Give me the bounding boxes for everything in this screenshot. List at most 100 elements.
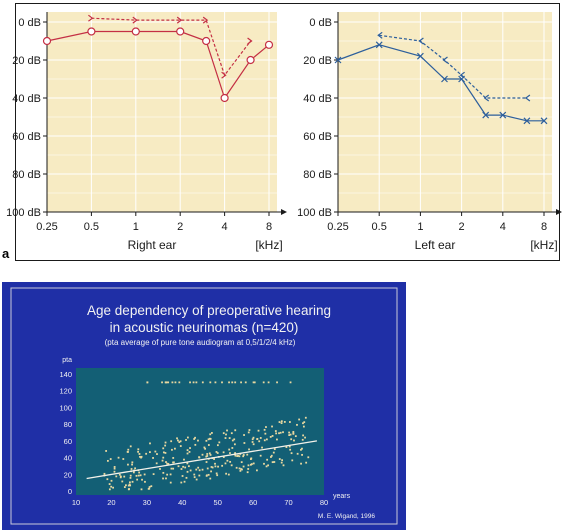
data-point	[164, 444, 167, 447]
data-point	[119, 476, 122, 479]
data-point-circle	[42, 36, 52, 46]
data-point-circle	[202, 36, 211, 46]
data-point	[215, 451, 218, 453]
x-axis-arrow-right	[281, 209, 287, 215]
data-point	[167, 462, 170, 465]
data-point	[206, 453, 209, 455]
data-point	[252, 462, 255, 465]
data-point-cross	[441, 75, 448, 83]
data-point	[204, 447, 207, 450]
data-point-cross	[499, 111, 507, 119]
data-point	[248, 429, 251, 431]
data-point	[137, 450, 139, 453]
data-point	[110, 485, 113, 488]
data-point	[288, 445, 291, 448]
data-point	[275, 432, 278, 435]
data-point	[252, 381, 255, 384]
data-point	[171, 448, 173, 451]
data-point	[206, 455, 209, 457]
data-point	[240, 381, 242, 384]
data-point	[187, 465, 190, 468]
data-point	[303, 421, 306, 424]
data-point	[108, 483, 111, 485]
data-point	[130, 468, 133, 470]
y-tick-label: 40 dB	[12, 93, 41, 105]
data-point	[179, 445, 182, 447]
data-point	[288, 421, 291, 423]
data-point	[296, 452, 299, 455]
y-tick-label: 20 dB	[303, 55, 332, 67]
x-tick-label: 50	[214, 498, 222, 507]
data-point	[246, 471, 249, 474]
data-point	[261, 446, 263, 449]
data-point	[304, 416, 307, 419]
data-point	[209, 477, 212, 480]
data-point	[289, 448, 292, 451]
data-point	[182, 465, 185, 468]
data-point	[289, 381, 292, 384]
data-point-bracket	[524, 94, 531, 102]
data-point	[293, 439, 295, 442]
data-point	[161, 381, 163, 384]
y-tick-label: 40 dB	[303, 93, 332, 105]
data-point	[193, 438, 196, 440]
y-tick-label: 20	[64, 470, 72, 479]
data-point	[108, 488, 111, 491]
x-tick-label: 4	[500, 221, 506, 233]
data-point	[228, 448, 231, 451]
data-point	[302, 422, 304, 425]
data-point-circle	[220, 93, 229, 103]
data-point	[307, 456, 310, 459]
data-point	[109, 458, 112, 460]
x-tick-label: 70	[284, 498, 292, 507]
data-point	[209, 454, 212, 456]
data-point	[131, 463, 133, 466]
data-point	[189, 447, 191, 449]
data-point	[137, 474, 140, 477]
data-point	[171, 381, 174, 384]
data-point	[301, 453, 303, 456]
data-point-circle	[87, 27, 96, 36]
data-point	[172, 461, 174, 464]
data-point	[211, 466, 214, 469]
data-point	[221, 464, 224, 467]
data-point	[162, 447, 165, 450]
data-point	[300, 462, 302, 465]
data-point	[159, 468, 161, 470]
data-point	[121, 480, 124, 483]
x-tick-label: 2	[459, 221, 465, 233]
data-point	[258, 440, 261, 443]
plot-area-right	[47, 12, 277, 212]
data-point	[243, 442, 246, 444]
slide-border	[10, 287, 398, 525]
data-point	[154, 450, 157, 453]
data-point-cross	[482, 111, 490, 119]
data-point	[129, 484, 132, 487]
data-point	[238, 467, 241, 470]
data-point	[186, 436, 189, 439]
data-point	[271, 461, 274, 464]
data-point	[150, 485, 153, 488]
data-point	[216, 474, 219, 477]
data-point	[270, 454, 273, 457]
x-tick-label: 1	[417, 221, 423, 233]
data-point	[225, 433, 227, 436]
data-point-cross	[540, 117, 548, 125]
data-point	[271, 425, 273, 428]
data-point	[183, 480, 186, 483]
data-point	[290, 438, 293, 441]
x-axis-arrow-left	[556, 209, 562, 215]
data-point	[122, 458, 125, 460]
data-point-bracket	[202, 16, 209, 24]
x-tick-label: 0.25	[327, 221, 348, 233]
data-point	[305, 461, 308, 464]
data-point	[296, 423, 298, 426]
data-point	[228, 381, 230, 384]
data-point	[207, 473, 210, 476]
data-point	[123, 475, 126, 478]
data-point-cross	[375, 41, 383, 49]
x-tick-label: 1	[133, 221, 139, 233]
data-point	[110, 479, 113, 482]
data-point	[106, 478, 109, 481]
data-point	[265, 426, 267, 428]
